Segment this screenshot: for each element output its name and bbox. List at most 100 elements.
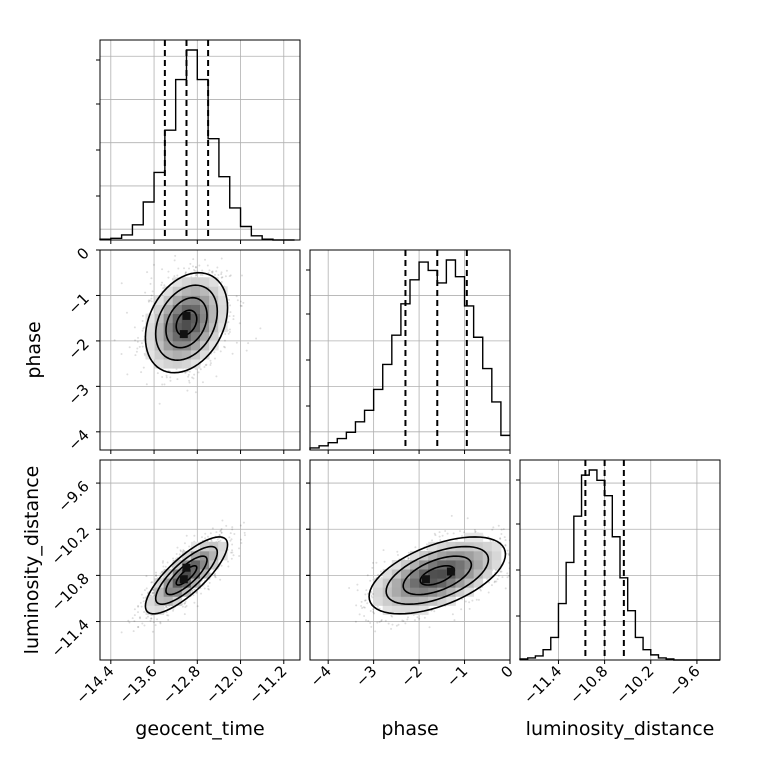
density-cell xyxy=(181,569,192,579)
density-cell xyxy=(200,304,210,315)
sample-point xyxy=(475,598,478,601)
sample-point xyxy=(391,615,394,618)
sample-point xyxy=(490,584,493,587)
sample-point xyxy=(194,274,197,277)
density-cell xyxy=(200,313,210,324)
sample-point xyxy=(374,630,377,633)
sample-point xyxy=(221,276,224,279)
y-tick-label: −10.8 xyxy=(48,569,93,614)
density-cell xyxy=(410,569,420,579)
sample-point xyxy=(496,578,499,581)
density-cell xyxy=(410,560,420,570)
sample-point xyxy=(221,519,224,522)
sample-point xyxy=(229,304,232,307)
sample-point xyxy=(167,276,170,279)
sample-point xyxy=(176,546,179,549)
sample-point xyxy=(184,600,187,603)
sample-point xyxy=(207,585,210,588)
sample-point xyxy=(492,526,495,529)
sample-point xyxy=(216,538,219,541)
density-cell xyxy=(464,569,475,579)
density-cell xyxy=(190,304,201,315)
density-cell xyxy=(200,569,210,579)
sample-point xyxy=(131,617,134,620)
sample-point xyxy=(207,587,210,590)
sample-point xyxy=(184,371,187,374)
sample-point xyxy=(433,610,436,613)
sample-point xyxy=(230,551,233,554)
sample-point xyxy=(229,532,232,535)
sample-point xyxy=(188,267,191,270)
sample-point xyxy=(193,269,196,272)
density-cell xyxy=(190,359,201,369)
sample-point xyxy=(479,588,482,591)
sample-point xyxy=(120,352,123,355)
y-tick-label: −11.4 xyxy=(48,616,93,661)
sample-point xyxy=(513,564,515,566)
sample-point xyxy=(390,614,393,617)
density-cell xyxy=(391,605,402,615)
sample-point xyxy=(209,363,212,366)
sample-point xyxy=(213,572,216,575)
sample-point xyxy=(360,600,363,603)
density-cell xyxy=(172,295,183,305)
density-cell xyxy=(154,340,165,351)
panel-geocent_time-hist xyxy=(96,39,301,244)
sample-point xyxy=(356,583,359,586)
sample-point xyxy=(423,616,426,619)
sample-point xyxy=(152,263,155,266)
density-cell xyxy=(473,569,484,579)
sample-point xyxy=(416,616,419,619)
sample-point xyxy=(231,543,234,546)
sample-point xyxy=(371,592,374,595)
sample-point xyxy=(159,622,162,625)
sample-point xyxy=(166,614,169,617)
sample-point xyxy=(144,291,147,294)
panel-frame xyxy=(309,459,511,661)
sample-point xyxy=(232,318,235,321)
sample-point xyxy=(236,299,239,302)
sample-point xyxy=(187,375,190,378)
sample-point xyxy=(426,548,429,551)
sample-point xyxy=(163,383,166,386)
sample-point xyxy=(177,267,180,270)
sample-point xyxy=(396,550,399,553)
sample-point xyxy=(380,618,383,621)
density-cell xyxy=(145,313,155,324)
sample-point xyxy=(231,549,234,552)
density-cell xyxy=(145,350,155,360)
sample-point xyxy=(489,539,492,542)
density-cell xyxy=(163,331,174,342)
sample-point xyxy=(378,620,381,623)
histogram-phase xyxy=(309,259,510,450)
sample-point xyxy=(201,381,204,384)
density-cell xyxy=(464,560,475,570)
sample-point xyxy=(172,608,175,611)
density-cell xyxy=(473,560,484,570)
panel-frame xyxy=(99,249,301,451)
sample-point xyxy=(140,605,143,608)
density-cell xyxy=(154,350,165,360)
sample-point xyxy=(181,605,184,608)
sample-point xyxy=(459,530,462,533)
sample-point xyxy=(165,605,168,608)
sample-point xyxy=(151,290,154,293)
density-cell xyxy=(190,277,201,287)
sample-point xyxy=(213,351,216,354)
sample-point xyxy=(407,557,410,560)
density-cell xyxy=(455,587,465,597)
density-cell xyxy=(382,605,393,615)
sample-point xyxy=(223,345,226,348)
density-cell xyxy=(145,340,155,351)
x-tick-label: −2 xyxy=(398,662,426,690)
sample-point xyxy=(133,614,136,617)
sample-point xyxy=(187,373,190,376)
sample-point xyxy=(215,375,218,378)
sample-point xyxy=(120,631,123,634)
density-peak xyxy=(421,575,430,584)
sample-point xyxy=(185,534,188,537)
sample-point xyxy=(161,268,164,271)
sample-point xyxy=(140,371,143,374)
sample-point xyxy=(188,381,191,384)
sample-point xyxy=(255,337,258,340)
